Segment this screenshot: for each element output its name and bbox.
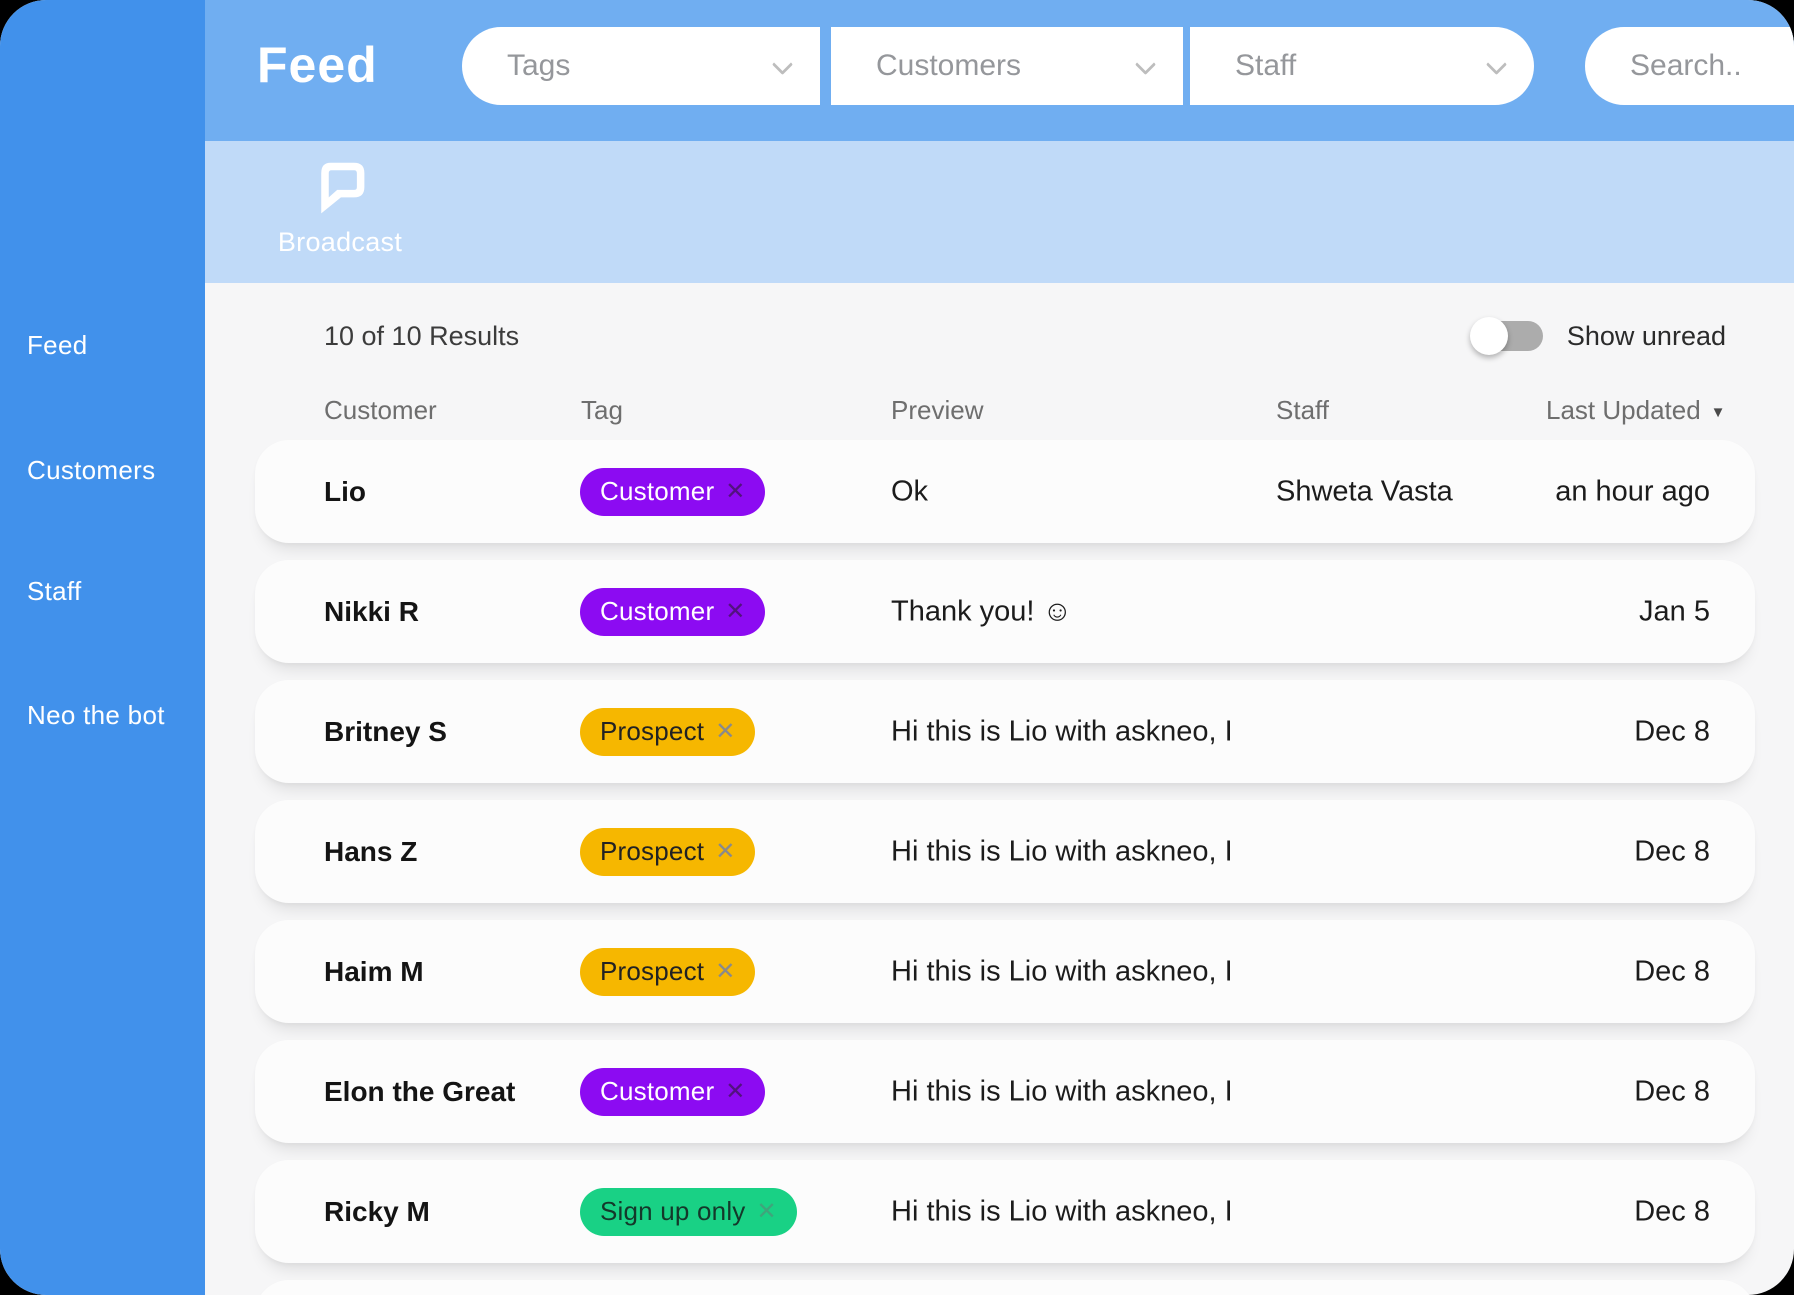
tag-remove-icon[interactable]: ✕ — [725, 478, 746, 505]
tag-pill[interactable]: Prospect ✕ — [580, 827, 756, 876]
tag-pill[interactable]: Sign up only ✕ — [580, 1187, 797, 1236]
row-customer-name: Britney S — [324, 715, 447, 747]
show-unread-label: Show unread — [1566, 320, 1726, 351]
tag-label: Prospect — [600, 716, 705, 746]
chat-bubble-icon — [321, 162, 365, 214]
table-row[interactable]: Ricky M Sign up only ✕ Hi this is Lio with … — [255, 1160, 1755, 1263]
table-row-partial[interactable] — [255, 1280, 1755, 1295]
filter-label: Customers — [876, 49, 1022, 82]
tag-label: Customer — [600, 476, 715, 506]
row-last-updated: Dec 8 — [1634, 1195, 1710, 1227]
row-tag-cell: Prospect ✕ — [580, 707, 756, 756]
filter-label: Tags — [507, 49, 571, 82]
sidebar-item-neo-the-bot[interactable]: Neo the bot — [27, 700, 165, 730]
row-tag-cell: Customer ✕ — [580, 467, 766, 516]
row-message-preview: Hi this is Lio with askneo, I — [891, 1195, 1233, 1227]
row-tag-cell: Customer ✕ — [580, 1067, 766, 1116]
search-input[interactable] — [1630, 49, 1794, 83]
chevron-down-icon — [1134, 53, 1157, 76]
show-unread-toggle[interactable] — [1469, 317, 1543, 355]
row-customer-name: Lio — [324, 475, 366, 507]
tag-label: Customer — [600, 1076, 715, 1106]
results-bar: 10 of 10 Results Show unread — [324, 315, 1726, 357]
row-message-preview: Thank you! ☺ — [891, 595, 1073, 627]
broadcast-label: Broadcast — [277, 227, 403, 257]
content-area: 10 of 10 Results Show unread Customer Tag… — [205, 283, 1794, 1295]
chevron-down-icon — [1485, 53, 1508, 76]
row-tag-cell: Customer ✕ — [580, 587, 766, 636]
table-row[interactable]: Hans Z Prospect ✕ Hi this is Lio with askne… — [255, 800, 1755, 903]
filter-label: Staff — [1235, 49, 1297, 82]
sidebar-item-customers[interactable]: Customers — [27, 455, 156, 485]
tag-remove-icon[interactable]: ✕ — [725, 1078, 746, 1105]
tag-pill[interactable]: Customer ✕ — [580, 467, 766, 516]
chevron-down-icon — [771, 53, 794, 76]
filter-dropdown-customers[interactable]: Customers — [831, 27, 1183, 105]
row-customer-name: Hans Z — [324, 835, 418, 867]
row-customer-name: Elon the Great — [324, 1075, 516, 1107]
filter-dropdown-staff[interactable]: Staff — [1190, 27, 1534, 105]
toggle-knob — [1469, 317, 1508, 355]
results-count: 10 of 10 Results — [324, 320, 520, 351]
row-last-updated: Jan 5 — [1639, 595, 1710, 627]
column-header-customer: Customer — [324, 395, 437, 425]
row-last-updated: Dec 8 — [1634, 1075, 1710, 1107]
row-tag-cell: Prospect ✕ — [580, 827, 756, 876]
row-message-preview: Hi this is Lio with askneo, I — [891, 955, 1233, 987]
sidebar-item-feed[interactable]: Feed — [27, 330, 88, 360]
row-message-preview: Hi this is Lio with askneo, I — [891, 715, 1233, 747]
tag-pill[interactable]: Customer ✕ — [580, 1067, 766, 1116]
column-header-last-updated[interactable]: Last Updated ▼ — [1546, 395, 1726, 425]
page-title: Feed — [257, 37, 378, 93]
top-header: Feed Tags Customers Staff — [205, 0, 1794, 141]
column-header-preview: Preview — [891, 395, 984, 425]
tag-remove-icon[interactable]: ✕ — [725, 598, 746, 625]
broadcast-button[interactable]: Broadcast — [265, 157, 415, 258]
column-header-tag: Tag — [581, 395, 623, 425]
sort-desc-icon: ▼ — [1710, 404, 1726, 421]
tag-label: Sign up only — [600, 1196, 746, 1226]
table-row[interactable]: Haim M Prospect ✕ Hi this is Lio with askne… — [255, 920, 1755, 1023]
row-message-preview: Hi this is Lio with askneo, I — [891, 1075, 1233, 1107]
table-row[interactable]: Britney S Prospect ✕ Hi this is Lio with as… — [255, 680, 1755, 783]
tag-pill[interactable]: Prospect ✕ — [580, 947, 756, 996]
column-header-staff: Staff — [1276, 395, 1330, 425]
row-tag-cell: Sign up only ✕ — [580, 1187, 797, 1236]
row-last-updated: Dec 8 — [1634, 955, 1710, 987]
row-last-updated: Dec 8 — [1634, 715, 1710, 747]
tag-pill[interactable]: Customer ✕ — [580, 587, 766, 636]
table-rows: Lio Customer ✕ Ok Shweta Vasta an hour ago Nik… — [255, 440, 1755, 1295]
row-customer-name: Haim M — [324, 955, 424, 987]
tag-remove-icon[interactable]: ✕ — [756, 1198, 777, 1225]
table-column-headers: Customer Tag Preview Staff Last Updated ▼ — [205, 395, 1794, 427]
tag-label: Prospect — [600, 956, 705, 986]
row-last-updated: an hour ago — [1555, 475, 1710, 507]
sidebar-item-staff[interactable]: Staff — [27, 576, 82, 606]
tag-remove-icon[interactable]: ✕ — [715, 958, 736, 985]
row-customer-name: Nikki R — [324, 595, 419, 627]
table-row[interactable]: Nikki R Customer ✕ Thank you! ☺ Jan 5 — [255, 560, 1755, 663]
table-row[interactable]: Elon the Great Customer ✕ Hi this is Lio wi… — [255, 1040, 1755, 1143]
table-row[interactable]: Lio Customer ✕ Ok Shweta Vasta an hour ago — [255, 440, 1755, 543]
row-staff-name: Shweta Vasta — [1276, 475, 1453, 507]
tag-pill[interactable]: Prospect ✕ — [580, 707, 756, 756]
tag-remove-icon[interactable]: ✕ — [715, 838, 736, 865]
row-tag-cell: Prospect ✕ — [580, 947, 756, 996]
tag-remove-icon[interactable]: ✕ — [715, 718, 736, 745]
broadcast-band: Broadcast — [205, 141, 1794, 283]
row-message-preview: Hi this is Lio with askneo, I — [891, 835, 1233, 867]
filter-dropdown-tags[interactable]: Tags — [462, 27, 820, 105]
row-last-updated: Dec 8 — [1634, 835, 1710, 867]
sidebar: Feed Customers Staff Neo the bot — [0, 0, 205, 1295]
tag-label: Prospect — [600, 836, 705, 866]
search-box[interactable] — [1585, 27, 1794, 105]
row-message-preview: Ok — [891, 475, 929, 507]
row-customer-name: Ricky M — [324, 1195, 430, 1227]
tag-label: Customer — [600, 596, 715, 626]
